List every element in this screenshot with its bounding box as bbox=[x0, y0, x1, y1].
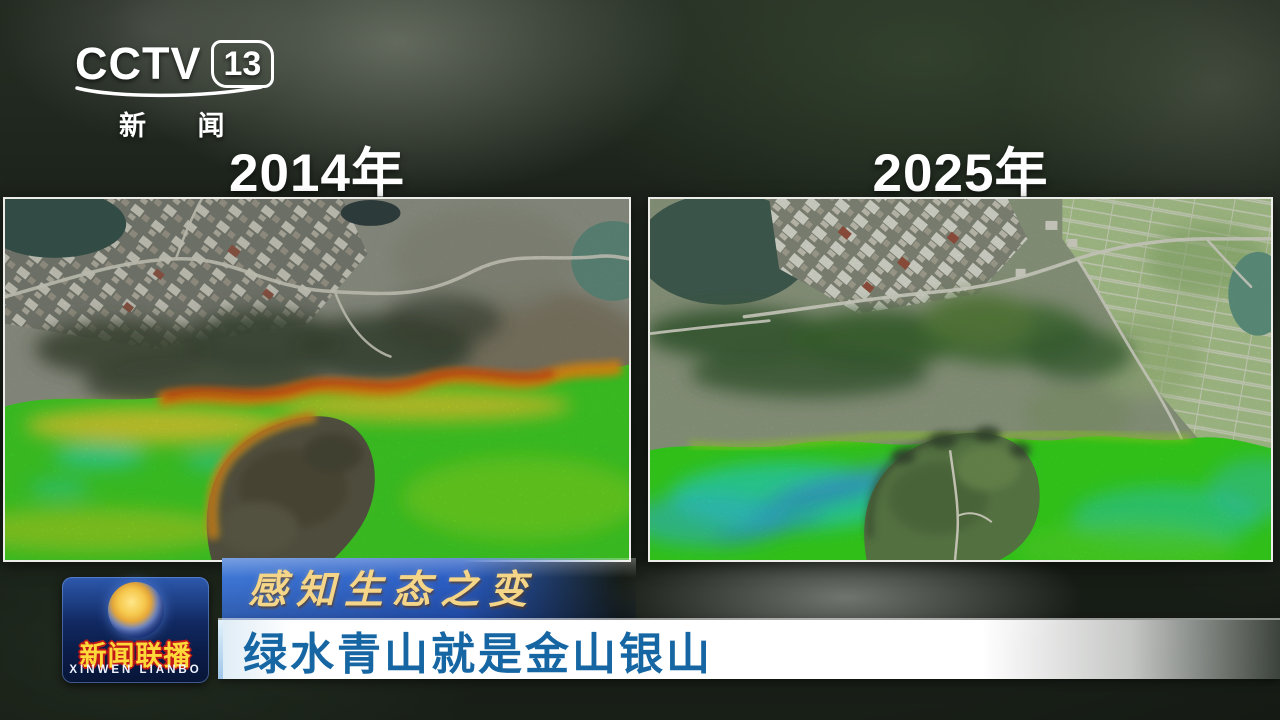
cctv-logo-text: CCTV bbox=[75, 38, 202, 89]
year-label-2025: 2025年 bbox=[872, 144, 1049, 203]
program-title-cn: 新闻联播 bbox=[79, 641, 192, 671]
channel-number-box: 13 bbox=[210, 40, 275, 88]
cctv13-channel-bug: CCTV 13 新 闻 bbox=[75, 38, 275, 143]
texture-noise bbox=[5, 199, 629, 560]
program-title-en: XINWEN LIANBO bbox=[69, 664, 202, 676]
texture-noise bbox=[650, 199, 1271, 560]
globe-icon bbox=[107, 582, 164, 638]
topic-ribbon: 感知生态之变 bbox=[222, 558, 636, 620]
xinwen-lianbo-badge: 新闻联播 XINWEN LIANBO bbox=[62, 577, 209, 683]
satellite-image-2025 bbox=[648, 197, 1273, 562]
satellite-image-2014 bbox=[3, 197, 631, 562]
satellite-2025-graphic bbox=[650, 199, 1271, 560]
headline-bar: 绿水青山就是金山银山 bbox=[218, 620, 1280, 679]
topic-ribbon-text: 感知生态之变 bbox=[248, 569, 537, 612]
satellite-2014-graphic bbox=[5, 199, 629, 560]
year-label-2014: 2014年 bbox=[229, 144, 405, 203]
cctv-swoosh-icon bbox=[75, 85, 263, 98]
cctv13-logo-row: CCTV 13 bbox=[75, 38, 275, 89]
channel-name-cn: 新 闻 bbox=[119, 111, 247, 141]
headline-text: 绿水青山就是金山银山 bbox=[243, 629, 713, 679]
